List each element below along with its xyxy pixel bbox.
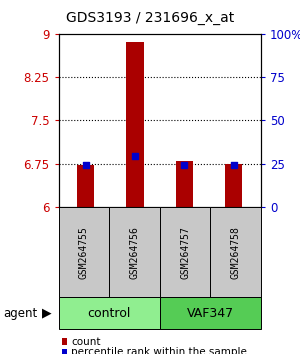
Text: GSM264755: GSM264755 bbox=[79, 226, 89, 279]
Text: ▶: ▶ bbox=[42, 307, 51, 320]
Text: agent: agent bbox=[3, 307, 37, 320]
Bar bbox=[225, 164, 242, 207]
Text: GDS3193 / 231696_x_at: GDS3193 / 231696_x_at bbox=[66, 11, 234, 25]
Text: VAF347: VAF347 bbox=[187, 307, 234, 320]
Point bbox=[83, 162, 88, 167]
Bar bbox=[126, 42, 144, 207]
Point bbox=[231, 162, 236, 167]
Text: GSM264756: GSM264756 bbox=[129, 226, 140, 279]
Text: GSM264758: GSM264758 bbox=[231, 226, 241, 279]
Text: GSM264757: GSM264757 bbox=[180, 226, 190, 279]
Text: percentile rank within the sample: percentile rank within the sample bbox=[71, 347, 247, 354]
Point bbox=[133, 153, 137, 159]
Text: count: count bbox=[71, 337, 101, 347]
Text: control: control bbox=[87, 307, 131, 320]
Point bbox=[182, 162, 187, 167]
Bar bbox=[77, 165, 94, 207]
Bar bbox=[176, 161, 193, 207]
